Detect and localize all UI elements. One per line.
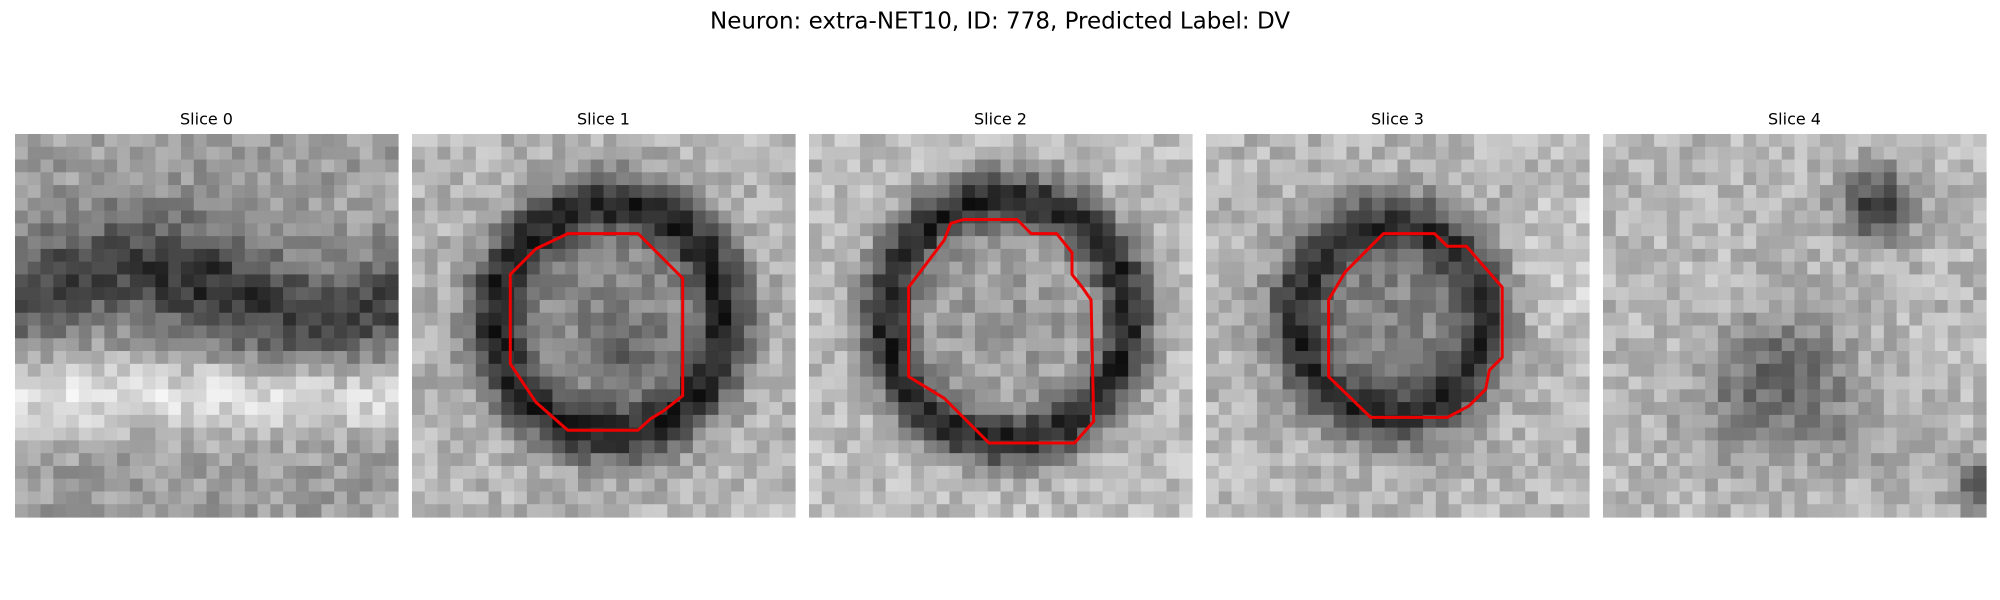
contour xyxy=(508,232,685,432)
panel-title: Slice 4 xyxy=(1768,110,1821,129)
panel-title: Slice 1 xyxy=(577,110,630,129)
slice-image xyxy=(1603,134,1987,518)
slice-image xyxy=(1206,134,1590,518)
figure-title: Neuron: extra-NET10, ID: 778, Predicted … xyxy=(710,9,1290,35)
slice-image xyxy=(15,134,399,518)
slice-image xyxy=(809,134,1193,518)
panel-title: Slice 3 xyxy=(1371,110,1424,129)
contour xyxy=(907,218,1096,445)
panel-title: Slice 0 xyxy=(180,110,233,129)
panel-title: Slice 2 xyxy=(974,110,1027,129)
contour xyxy=(1327,232,1504,419)
slice-image xyxy=(412,134,796,518)
